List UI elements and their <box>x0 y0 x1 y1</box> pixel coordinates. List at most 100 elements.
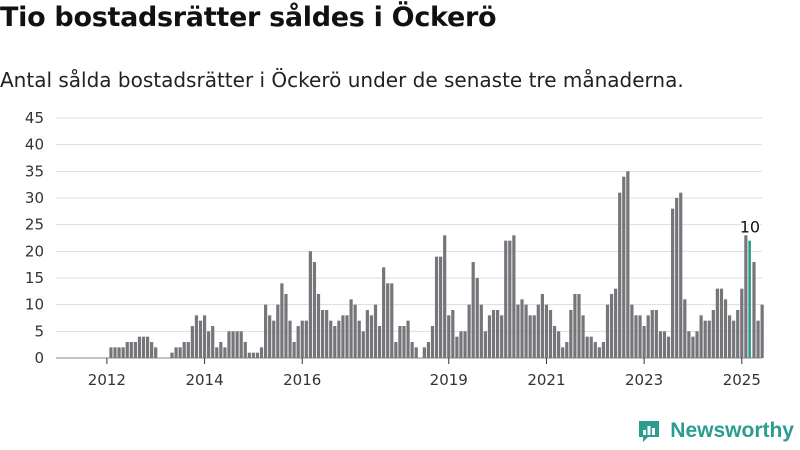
bar <box>500 315 504 358</box>
bar <box>691 336 695 358</box>
bar <box>479 304 483 358</box>
bar <box>463 331 467 358</box>
bar <box>683 299 687 358</box>
bar <box>597 347 601 358</box>
bar <box>675 198 679 358</box>
chart-subtitle: Antal sålda bostadsrätter i Öckerö under… <box>0 68 684 92</box>
bar <box>125 342 129 358</box>
bar <box>382 267 386 358</box>
bar <box>320 310 325 358</box>
bar <box>552 326 557 358</box>
bar <box>687 331 691 358</box>
bar <box>365 310 369 358</box>
bar <box>207 331 211 358</box>
bar <box>760 304 764 358</box>
bar <box>174 347 178 358</box>
bar <box>308 251 312 358</box>
bar <box>304 320 308 358</box>
bar <box>447 315 451 358</box>
bar <box>565 342 569 358</box>
bar <box>483 331 487 358</box>
bar <box>723 299 728 358</box>
bar <box>532 315 536 358</box>
bar <box>129 342 133 358</box>
brand-name: Newsworthy <box>670 419 794 442</box>
bar <box>259 347 264 358</box>
bar <box>630 304 634 358</box>
x-tick-label: 2016 <box>283 371 321 389</box>
bar <box>618 192 622 358</box>
bar <box>251 352 255 358</box>
newsworthy-logo-icon <box>639 421 660 442</box>
bar <box>268 315 272 358</box>
bar <box>756 320 760 358</box>
bar <box>752 262 756 358</box>
bar <box>377 326 382 358</box>
bar <box>605 304 610 358</box>
bar <box>141 336 146 358</box>
x-tick-label: 2014 <box>185 371 223 389</box>
bar <box>272 320 276 358</box>
bar <box>198 320 203 358</box>
bar <box>434 256 439 358</box>
bar <box>459 331 463 358</box>
bar <box>154 347 158 358</box>
bar <box>243 342 247 358</box>
bar <box>516 304 520 358</box>
bar <box>414 347 418 358</box>
bar <box>325 310 329 358</box>
bar <box>504 240 508 358</box>
bar <box>585 336 589 358</box>
bar <box>467 304 471 358</box>
bar <box>109 347 113 358</box>
bar <box>524 304 528 358</box>
bar <box>626 171 630 358</box>
y-tick-label: 25 <box>25 216 44 234</box>
bar <box>386 283 390 358</box>
bar <box>345 315 349 358</box>
bar <box>300 320 304 358</box>
bar <box>662 331 667 358</box>
y-tick-label: 40 <box>25 136 44 154</box>
bar <box>638 315 642 358</box>
bar <box>223 347 227 358</box>
bar-highlight <box>748 240 751 358</box>
x-tick-label: 2025 <box>723 371 761 389</box>
bar <box>113 347 117 358</box>
bar <box>487 315 492 358</box>
bar <box>589 336 593 358</box>
bar <box>264 304 268 358</box>
bar <box>211 326 215 358</box>
bar <box>581 315 585 358</box>
bar <box>235 331 239 358</box>
bar <box>117 347 121 358</box>
bar <box>280 283 284 358</box>
bar <box>719 288 724 358</box>
bar <box>703 320 707 358</box>
bar <box>316 294 321 358</box>
bar <box>361 331 365 358</box>
bar <box>727 315 732 358</box>
bar <box>650 310 654 358</box>
bar <box>349 299 353 358</box>
bar <box>255 352 260 358</box>
bar <box>561 347 565 358</box>
bar <box>202 315 207 358</box>
bar <box>679 192 683 358</box>
x-tick-label: 2019 <box>430 371 468 389</box>
bar <box>736 310 740 358</box>
bar <box>373 304 378 358</box>
bar <box>402 326 406 358</box>
bar <box>422 347 426 358</box>
bar <box>622 176 626 358</box>
bars <box>109 171 764 358</box>
bar <box>410 342 414 358</box>
bar <box>398 326 402 358</box>
bar <box>292 342 296 358</box>
bar <box>369 315 374 358</box>
bar <box>455 336 459 358</box>
bar <box>215 347 219 358</box>
bar <box>520 299 524 358</box>
bar <box>426 342 431 358</box>
bar <box>150 342 154 358</box>
